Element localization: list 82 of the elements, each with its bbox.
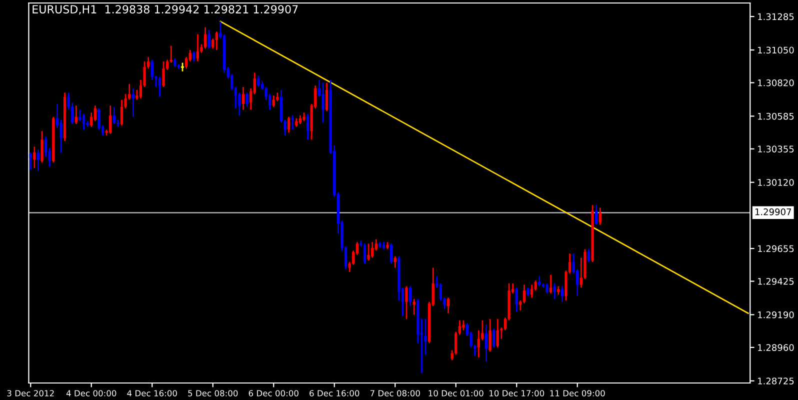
- candlestick: [212, 38, 214, 50]
- y-tick-label: 1.28960: [758, 344, 794, 351]
- x-tick-label: 4 Dec 00:00: [66, 390, 116, 396]
- y-tick-label: 1.31285: [758, 13, 794, 20]
- candlestick: [408, 286, 412, 307]
- candlestick: [33, 146, 36, 169]
- candlestick: [496, 318, 499, 348]
- candlestick: [538, 276, 541, 287]
- y-tick-label: 1.30820: [758, 79, 794, 86]
- x-tick-label: 3 Dec 2012: [7, 390, 54, 396]
- candlestick: [112, 106, 116, 125]
- y-tick-label: 1.29425: [758, 278, 794, 285]
- candlestick: [522, 284, 526, 304]
- candlestick: [78, 109, 82, 122]
- candlestick: [390, 242, 393, 264]
- candlestick: [196, 34, 200, 62]
- candlestick: [40, 130, 44, 164]
- y-tick-label: 1.30355: [758, 146, 794, 152]
- candlestick: [322, 82, 324, 124]
- candlestick: [74, 104, 78, 125]
- x-tick-label: 5 Dec 08:00: [188, 390, 238, 396]
- candlestick: [405, 286, 408, 320]
- x-tick-label: 10 Dec 17:00: [490, 390, 544, 396]
- y-tick-label: 1.28725: [758, 378, 794, 384]
- y-tick-label: 1.30120: [758, 179, 794, 186]
- chart-title: EURUSD,H1 1.29838 1.29942 1.29821 1.29907: [32, 5, 298, 15]
- x-tick-label: 6 Dec 00:00: [248, 390, 298, 396]
- candlestick: [204, 26, 207, 50]
- y-tick-label: 1.31050: [758, 46, 794, 54]
- candlestick: [439, 282, 442, 302]
- candlestick: [208, 29, 210, 50]
- y-tick-label: 1.29655: [758, 245, 794, 252]
- candlestick: [446, 296, 450, 314]
- candlestick: [109, 104, 112, 135]
- candlestick: [549, 274, 552, 294]
- candlestick: [132, 88, 134, 118]
- candlestick: [90, 112, 93, 128]
- candlestick: [192, 50, 196, 62]
- x-tick-label: 4 Dec 16:00: [127, 390, 177, 396]
- candlestick: [598, 206, 602, 226]
- candlestick: [530, 284, 534, 298]
- candlestick: [246, 92, 248, 108]
- candlestick: [560, 286, 564, 303]
- ref-line-label: 1.29907: [755, 208, 792, 216]
- candlestick: [367, 242, 370, 262]
- candlestick: [534, 280, 537, 292]
- candlestick: [595, 204, 598, 226]
- candlestick: [363, 242, 366, 264]
- candlestick: [477, 330, 480, 358]
- x-tick-label: 6 Dec 16:00: [310, 390, 360, 396]
- x-tick-label: 10 Dec 01:00: [428, 390, 484, 396]
- candlestick: [287, 116, 290, 134]
- x-tick-label: 7 Dec 08:00: [370, 390, 420, 396]
- candlestick: [484, 324, 488, 362]
- candlestick: [162, 60, 165, 88]
- candlestick: [458, 320, 461, 336]
- candlestick: [215, 30, 218, 51]
- x-tick-label: 11 Dec 09:00: [550, 390, 605, 396]
- candlestick: [488, 318, 492, 352]
- candlestick: [553, 282, 556, 300]
- candlestick: [546, 282, 548, 294]
- candlestick: [515, 286, 518, 313]
- y-tick-label: 1.30585: [758, 112, 794, 120]
- candlestick: [462, 320, 465, 332]
- candlestick: [587, 248, 590, 263]
- candlestick: [36, 148, 40, 172]
- candlestick: [234, 86, 237, 110]
- candlestick: [158, 76, 162, 98]
- candlestick: [371, 241, 374, 258]
- candlestick: [44, 136, 48, 158]
- candlestick: [184, 56, 188, 70]
- candlestick: [94, 104, 96, 122]
- candlestick: [170, 45, 172, 64]
- candlestick: [492, 328, 496, 348]
- candlestick: [325, 82, 328, 112]
- candlestick: [257, 74, 260, 88]
- y-tick-label: 1.29190: [758, 311, 794, 318]
- candlestick: [242, 86, 245, 110]
- candlestick: [306, 113, 310, 140]
- candlestick: [272, 94, 275, 108]
- candlestick: [120, 99, 124, 126]
- candlestick: [82, 113, 86, 130]
